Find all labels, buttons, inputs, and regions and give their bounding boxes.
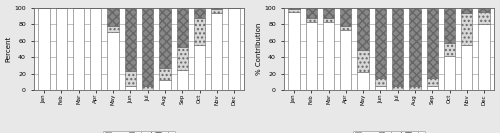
Bar [426, 86, 438, 90]
Bar [176, 8, 188, 47]
Bar [108, 32, 118, 90]
Bar [160, 80, 170, 90]
Bar [194, 8, 205, 18]
Bar [392, 86, 404, 90]
Bar [392, 8, 404, 86]
Bar [306, 8, 317, 18]
Bar [56, 8, 67, 90]
Bar [410, 8, 420, 86]
Bar [160, 68, 170, 80]
Bar [323, 22, 334, 90]
Bar [194, 18, 205, 45]
Bar [211, 13, 222, 90]
Bar [375, 78, 386, 86]
Bar [444, 56, 455, 90]
Bar [478, 24, 490, 90]
Y-axis label: % Contribution: % Contribution [256, 23, 262, 75]
Bar [142, 8, 154, 86]
Bar [426, 78, 438, 86]
Bar [444, 43, 455, 56]
Bar [125, 86, 136, 90]
Bar [340, 30, 351, 90]
Bar [211, 9, 222, 13]
Bar [288, 8, 300, 9]
Bar [461, 45, 472, 90]
Bar [125, 71, 136, 86]
Bar [288, 12, 300, 90]
Bar [358, 50, 368, 72]
Bar [108, 26, 118, 32]
Legend: snow, mixed, rain: snow, mixed, rain [354, 130, 424, 133]
Bar [410, 86, 420, 90]
Bar [228, 8, 239, 90]
Bar [375, 8, 386, 78]
Bar [340, 8, 351, 26]
Y-axis label: Percent: Percent [6, 36, 12, 62]
Bar [38, 8, 50, 90]
Bar [461, 13, 472, 45]
Bar [306, 22, 317, 90]
Bar [108, 8, 118, 26]
Bar [478, 8, 490, 12]
Bar [73, 8, 84, 90]
Bar [478, 12, 490, 24]
Bar [358, 8, 368, 50]
Bar [160, 8, 170, 68]
Bar [211, 8, 222, 9]
Bar [323, 18, 334, 22]
Bar [194, 45, 205, 90]
Bar [340, 26, 351, 30]
Bar [426, 8, 438, 78]
Bar [323, 8, 334, 18]
Bar [176, 47, 188, 70]
Bar [358, 72, 368, 90]
Legend: snow, mixed, rain: snow, mixed, rain [104, 130, 174, 133]
Bar [125, 8, 136, 71]
Bar [288, 9, 300, 12]
Bar [461, 8, 472, 13]
Bar [142, 86, 154, 90]
Bar [176, 70, 188, 90]
Bar [444, 8, 455, 43]
Bar [306, 18, 317, 22]
Bar [90, 8, 102, 90]
Bar [375, 86, 386, 90]
